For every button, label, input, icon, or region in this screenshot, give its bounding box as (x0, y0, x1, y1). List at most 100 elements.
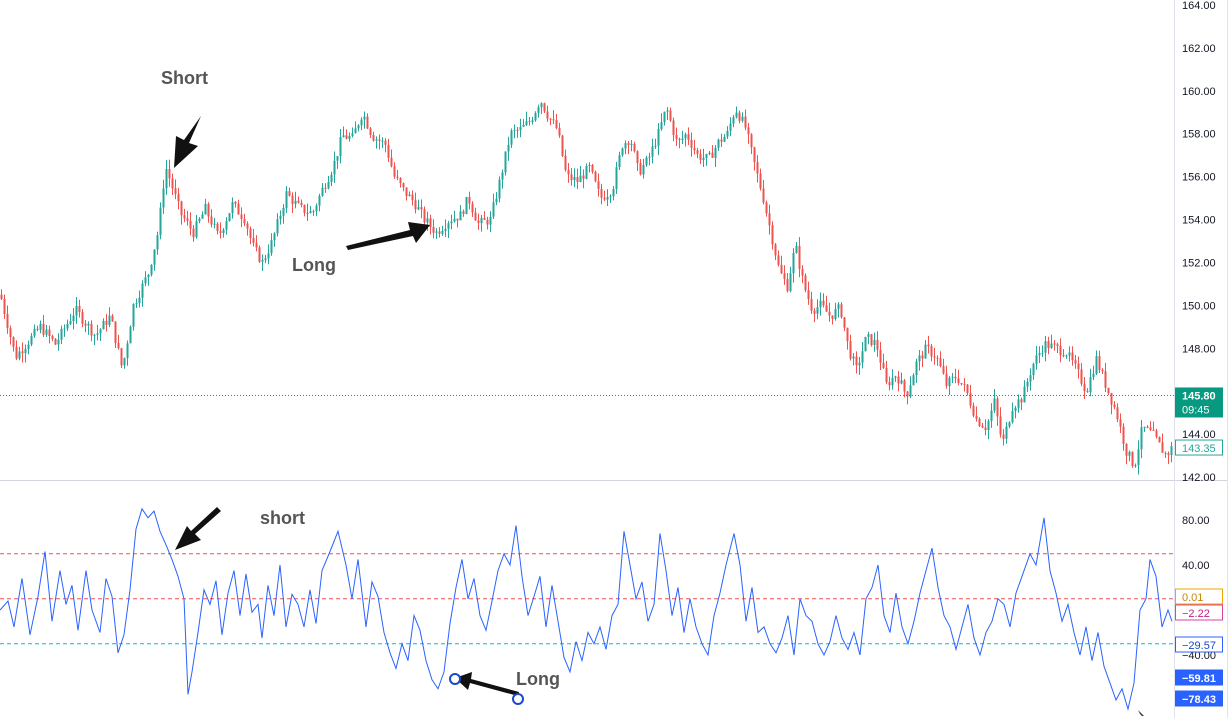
candle-body (105, 320, 108, 325)
candle-body (510, 130, 513, 145)
candle-body (150, 264, 153, 275)
oscillator-value-text: −2.22 (1182, 608, 1210, 620)
candle-body (327, 181, 330, 189)
candle-body (141, 283, 144, 298)
candle-body (288, 191, 291, 196)
price-long-label: Long (292, 255, 336, 275)
candle-body (963, 383, 966, 385)
price-tick-label: 160.00 (1182, 86, 1216, 98)
candle-body (618, 155, 621, 168)
osc-long-label: Long (516, 669, 560, 689)
candle-body (318, 195, 321, 206)
candle-body (51, 336, 54, 339)
price-short-label: Short (161, 68, 208, 88)
candle-body (162, 188, 165, 208)
candle-body (663, 111, 666, 123)
candle-body (465, 197, 468, 214)
candle-body (480, 217, 483, 224)
candle-body (1128, 451, 1131, 456)
candle-body (72, 315, 75, 322)
candle-body (996, 398, 999, 417)
candle-body (1098, 356, 1101, 370)
candle-body (93, 334, 96, 336)
candle-body (429, 218, 432, 227)
candle-body (57, 339, 60, 345)
candle-body (1116, 407, 1119, 420)
candle-body (1164, 452, 1167, 454)
candle-body (207, 203, 210, 217)
candle-body (387, 144, 390, 158)
candle-body (435, 231, 438, 233)
candle-body (1101, 369, 1104, 372)
candle-body (762, 188, 765, 203)
candle-body (0, 294, 3, 299)
candle-body (48, 329, 51, 337)
candle-body (1119, 419, 1122, 427)
candle-body (120, 348, 123, 366)
candle-body (225, 220, 228, 230)
candle-body (585, 166, 588, 179)
candle-body (297, 200, 300, 203)
candle-body (228, 213, 231, 221)
candle-body (873, 339, 876, 346)
candle-body (528, 121, 531, 123)
candle-body (489, 216, 492, 225)
candle-body (729, 123, 732, 131)
candle-body (642, 165, 645, 175)
candle-body (852, 356, 855, 359)
candle-body (534, 112, 537, 121)
osc-short-arrow (175, 507, 221, 550)
candle-body (267, 253, 270, 259)
candle-body (1131, 451, 1134, 466)
oscillator-pane[interactable] (0, 507, 1175, 711)
candle-body (798, 246, 801, 269)
candle-body (588, 164, 591, 167)
candle-body (750, 134, 753, 148)
candle-body (789, 273, 792, 292)
candle-body (804, 275, 807, 291)
last-price-countdown: 09:45 (1182, 404, 1210, 416)
candle-body (594, 171, 597, 182)
candle-body (1107, 387, 1110, 394)
candle-body (420, 207, 423, 210)
oscillator-axis[interactable]: 80.00 40.00 −40.00 (1182, 515, 1216, 662)
candle-body (384, 140, 387, 145)
candle-body (357, 125, 360, 129)
candle-body (834, 308, 837, 319)
price-annotations: Short Long (161, 68, 430, 275)
candle-body (951, 376, 954, 378)
candle-body (1113, 404, 1116, 408)
candle-body (948, 377, 951, 386)
candle-body (351, 133, 354, 136)
candle-body (690, 139, 693, 148)
candle-body (84, 323, 87, 326)
osc-long-drawing-handle-end[interactable] (512, 693, 524, 705)
candle-body (402, 183, 405, 188)
candle-body (132, 304, 135, 327)
candle-body (621, 148, 624, 156)
candle-body (165, 168, 168, 189)
oscillator-tick-label: 40.00 (1182, 560, 1210, 572)
candle-body (210, 216, 213, 225)
candle-body (1020, 399, 1023, 403)
candle-body (927, 344, 930, 347)
price-pane[interactable] (0, 102, 1175, 475)
candle-body (303, 205, 306, 213)
candle-body (1095, 356, 1098, 374)
price-short-arrow (174, 116, 201, 168)
oscillator-value-badge (1175, 669, 1223, 686)
candle-body (648, 156, 651, 158)
candle-body (828, 311, 831, 316)
osc-long-drawing-handle-start[interactable] (449, 673, 461, 685)
candle-body (672, 120, 675, 136)
candle-body (1134, 465, 1137, 467)
candle-body (885, 368, 888, 383)
price-tick-label: 148.00 (1182, 343, 1216, 355)
last-price-badge (1175, 387, 1223, 418)
candle-body (372, 134, 375, 141)
candle-body (570, 174, 573, 181)
candle-body (348, 135, 351, 139)
candle-body (954, 376, 957, 379)
candle-body (255, 242, 258, 248)
